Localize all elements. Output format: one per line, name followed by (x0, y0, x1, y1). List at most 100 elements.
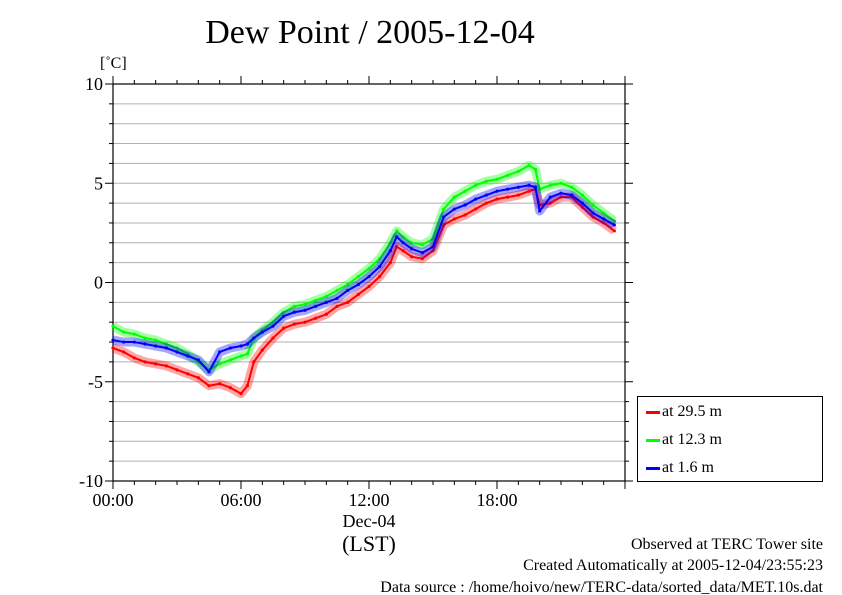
series-point-1 (292, 304, 296, 308)
series-point-0 (207, 384, 211, 388)
series-point-2 (452, 207, 456, 211)
series-point-0 (245, 384, 249, 388)
series-point-0 (431, 249, 435, 253)
series-point-2 (516, 185, 520, 189)
series-point-2 (356, 282, 360, 287)
y-tick-label: 5 (94, 173, 103, 193)
series-point-1 (570, 185, 574, 189)
series-point-0 (292, 322, 296, 326)
series-point-1 (356, 274, 360, 279)
series-point-2 (164, 346, 168, 350)
series-point-1 (484, 179, 488, 183)
series-point-1 (111, 324, 115, 328)
series-point-1 (245, 352, 249, 356)
series-point-2 (474, 197, 478, 201)
series-point-1 (533, 167, 538, 171)
series-point-1 (388, 241, 392, 245)
series-point-2 (324, 300, 328, 304)
series-point-1 (463, 189, 467, 193)
series-point-0 (395, 245, 399, 249)
x-tick-label: 18:00 (476, 490, 517, 510)
series-point-1 (228, 358, 232, 362)
series-point-0 (196, 376, 200, 380)
series-point-1 (175, 346, 179, 350)
y-tick-label: -5 (88, 372, 103, 392)
series-point-0 (122, 350, 126, 354)
series-point-1 (154, 338, 158, 342)
series-point-1 (516, 169, 520, 173)
series-point-1 (591, 203, 595, 207)
series-point-2 (111, 338, 115, 342)
series-point-2 (196, 358, 200, 362)
series-point-2 (282, 314, 286, 318)
series-point-0 (314, 316, 318, 320)
series-point-0 (495, 197, 499, 201)
y-tick-label: -10 (79, 471, 103, 491)
series-point-0 (228, 386, 232, 390)
series-point-0 (506, 195, 510, 199)
series-point-2 (335, 296, 339, 300)
series-point-2 (378, 265, 382, 269)
series-point-1 (132, 332, 136, 336)
series-point-0 (516, 193, 520, 197)
series-point-2 (442, 215, 446, 219)
x-tick-label: 00:00 (92, 490, 133, 510)
series-point-1 (271, 320, 275, 324)
legend-swatch-29-5m (646, 411, 660, 414)
series-point-0 (602, 221, 606, 225)
series-point-2 (533, 185, 538, 189)
series-point-2 (132, 340, 136, 344)
series-point-0 (164, 364, 168, 368)
series-point-2 (367, 274, 371, 279)
series-point-0 (218, 382, 222, 386)
series-point-0 (335, 304, 339, 308)
series-point-2 (580, 201, 584, 205)
series-point-0 (388, 261, 392, 265)
series-point-2 (570, 193, 574, 197)
series-point-2 (218, 350, 222, 354)
series-point-1 (346, 282, 350, 287)
series-point-2 (143, 342, 147, 346)
series-point-2 (538, 209, 542, 213)
series-point-0 (324, 312, 328, 316)
series-point-1 (122, 330, 126, 334)
x-tick-label: 12:00 (348, 490, 389, 510)
series-point-2 (548, 195, 552, 199)
series-point-2 (602, 217, 606, 221)
series-point-0 (132, 356, 136, 360)
series-point-1 (395, 229, 399, 233)
series-point-1 (378, 257, 382, 261)
series-band-2 (112, 180, 617, 377)
series-point-0 (527, 189, 531, 193)
legend: at 29.5 m at 12.3 m at 1.6 m (637, 396, 823, 482)
series-point-0 (484, 201, 488, 205)
series-point-2 (527, 183, 531, 187)
series-point-0 (356, 292, 360, 297)
series-point-2 (559, 191, 563, 195)
series-point-1 (612, 219, 616, 223)
series-point-1 (239, 354, 243, 358)
series-point-0 (303, 320, 307, 324)
series-point-0 (591, 215, 595, 219)
series-point-1 (324, 294, 328, 298)
x-tick-label: 06:00 (220, 490, 261, 510)
series-point-2 (260, 330, 264, 334)
series-point-0 (143, 360, 147, 364)
series-point-0 (367, 284, 371, 289)
series-point-1 (602, 211, 606, 215)
series-point-0 (442, 223, 446, 227)
y-tick-label: 10 (85, 74, 103, 94)
series-point-1 (474, 183, 478, 187)
series-point-0 (175, 368, 179, 372)
series-point-0 (378, 274, 382, 279)
series-point-1 (580, 193, 584, 197)
series-point-1 (420, 243, 424, 247)
series-point-0 (559, 195, 563, 199)
series-point-2 (207, 370, 211, 374)
series-point-1 (164, 342, 168, 346)
series-point-0 (260, 348, 264, 352)
series-point-2 (245, 342, 249, 346)
legend-label-1-6m: at 1.6 m (662, 459, 714, 476)
footer-site: Observed at TERC Tower site (630, 536, 823, 553)
